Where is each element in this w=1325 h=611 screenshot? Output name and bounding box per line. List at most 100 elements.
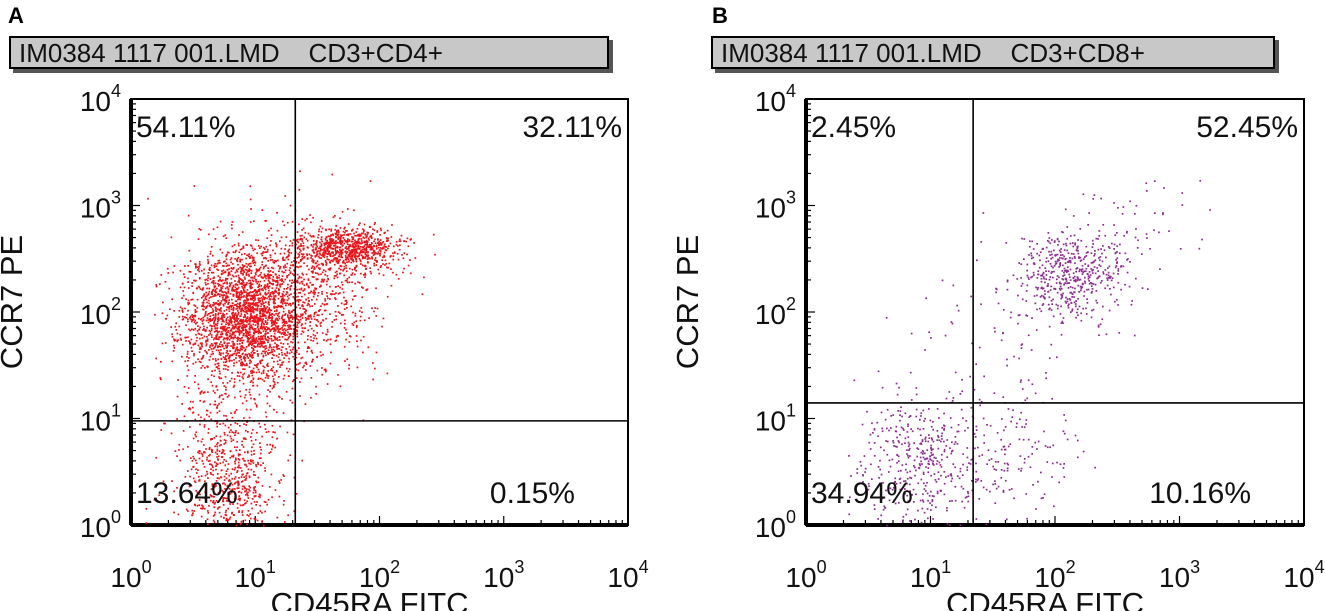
event-point <box>198 265 200 268</box>
event-point <box>289 334 292 337</box>
event-point <box>175 322 177 325</box>
event-point <box>322 353 324 356</box>
event-point <box>267 377 269 379</box>
event-point <box>316 240 318 242</box>
event-point <box>1077 252 1080 255</box>
event-point <box>321 254 323 257</box>
event-point <box>1097 324 1100 327</box>
event-point <box>325 243 327 245</box>
event-point <box>248 282 251 285</box>
event-point <box>182 290 185 292</box>
event-point <box>1064 270 1066 272</box>
event-point <box>225 319 228 322</box>
event-point <box>271 351 274 353</box>
event-point <box>1058 249 1061 252</box>
event-point <box>249 333 252 336</box>
event-point <box>331 238 333 240</box>
event-point <box>225 237 228 239</box>
event-point <box>256 501 258 503</box>
event-point <box>258 267 261 270</box>
event-point <box>282 294 284 296</box>
event-point <box>202 287 205 289</box>
event-point <box>1091 246 1094 248</box>
event-point <box>326 255 328 258</box>
event-point <box>241 345 243 347</box>
event-point <box>281 364 283 366</box>
event-point <box>238 295 240 297</box>
event-point <box>289 240 292 242</box>
event-point <box>386 237 388 240</box>
event-point <box>309 281 312 284</box>
event-point <box>1085 307 1087 310</box>
event-point <box>222 314 224 316</box>
event-point <box>1099 323 1102 326</box>
event-point <box>244 268 247 271</box>
event-point <box>367 346 370 349</box>
event-point <box>232 306 235 309</box>
event-point <box>304 403 307 405</box>
event-point <box>218 396 221 399</box>
event-point <box>229 334 231 337</box>
event-point <box>265 373 268 375</box>
event-point <box>220 300 223 302</box>
event-point <box>340 314 343 316</box>
event-point <box>266 319 269 321</box>
event-point <box>302 307 305 310</box>
event-point <box>202 354 205 357</box>
event-point <box>225 337 228 340</box>
event-point <box>215 386 218 388</box>
event-point <box>181 297 183 299</box>
event-point <box>187 299 190 302</box>
event-point <box>354 268 356 271</box>
event-point <box>368 257 371 259</box>
event-point <box>242 305 245 307</box>
event-point <box>155 357 157 360</box>
event-point <box>201 390 203 393</box>
event-point <box>247 451 249 454</box>
event-point <box>213 375 215 378</box>
event-point <box>283 265 285 268</box>
event-point <box>327 338 329 341</box>
event-point <box>288 317 290 320</box>
event-point <box>392 271 394 274</box>
event-point <box>246 270 249 273</box>
event-point <box>326 248 329 251</box>
event-point <box>364 274 367 276</box>
event-point <box>349 244 352 246</box>
event-point <box>209 312 212 314</box>
event-point <box>176 332 179 335</box>
event-point <box>1059 289 1062 291</box>
event-point <box>204 474 207 477</box>
event-point <box>275 305 277 308</box>
event-point <box>201 438 204 440</box>
event-point <box>205 329 207 331</box>
event-point <box>222 500 224 502</box>
event-point <box>281 318 284 321</box>
event-point <box>245 364 247 367</box>
event-point <box>337 238 339 240</box>
event-point <box>207 460 210 462</box>
event-point <box>187 303 190 306</box>
event-point <box>399 238 401 241</box>
event-point <box>279 279 281 281</box>
event-point <box>1030 276 1032 279</box>
event-point <box>234 492 236 495</box>
event-point <box>259 293 261 296</box>
event-point <box>384 246 387 248</box>
event-point <box>229 484 231 487</box>
event-point <box>1133 334 1136 337</box>
event-point <box>1088 282 1091 285</box>
event-point <box>1088 212 1090 214</box>
event-point <box>209 315 212 317</box>
event-point <box>290 285 293 287</box>
event-point <box>308 303 310 306</box>
event-point <box>364 249 366 251</box>
event-point <box>240 248 243 250</box>
event-point <box>236 471 238 473</box>
event-point <box>264 333 267 336</box>
event-point <box>203 485 205 487</box>
event-point <box>154 313 156 316</box>
event-point <box>230 270 233 272</box>
event-point <box>358 235 361 237</box>
event-point <box>265 329 268 331</box>
